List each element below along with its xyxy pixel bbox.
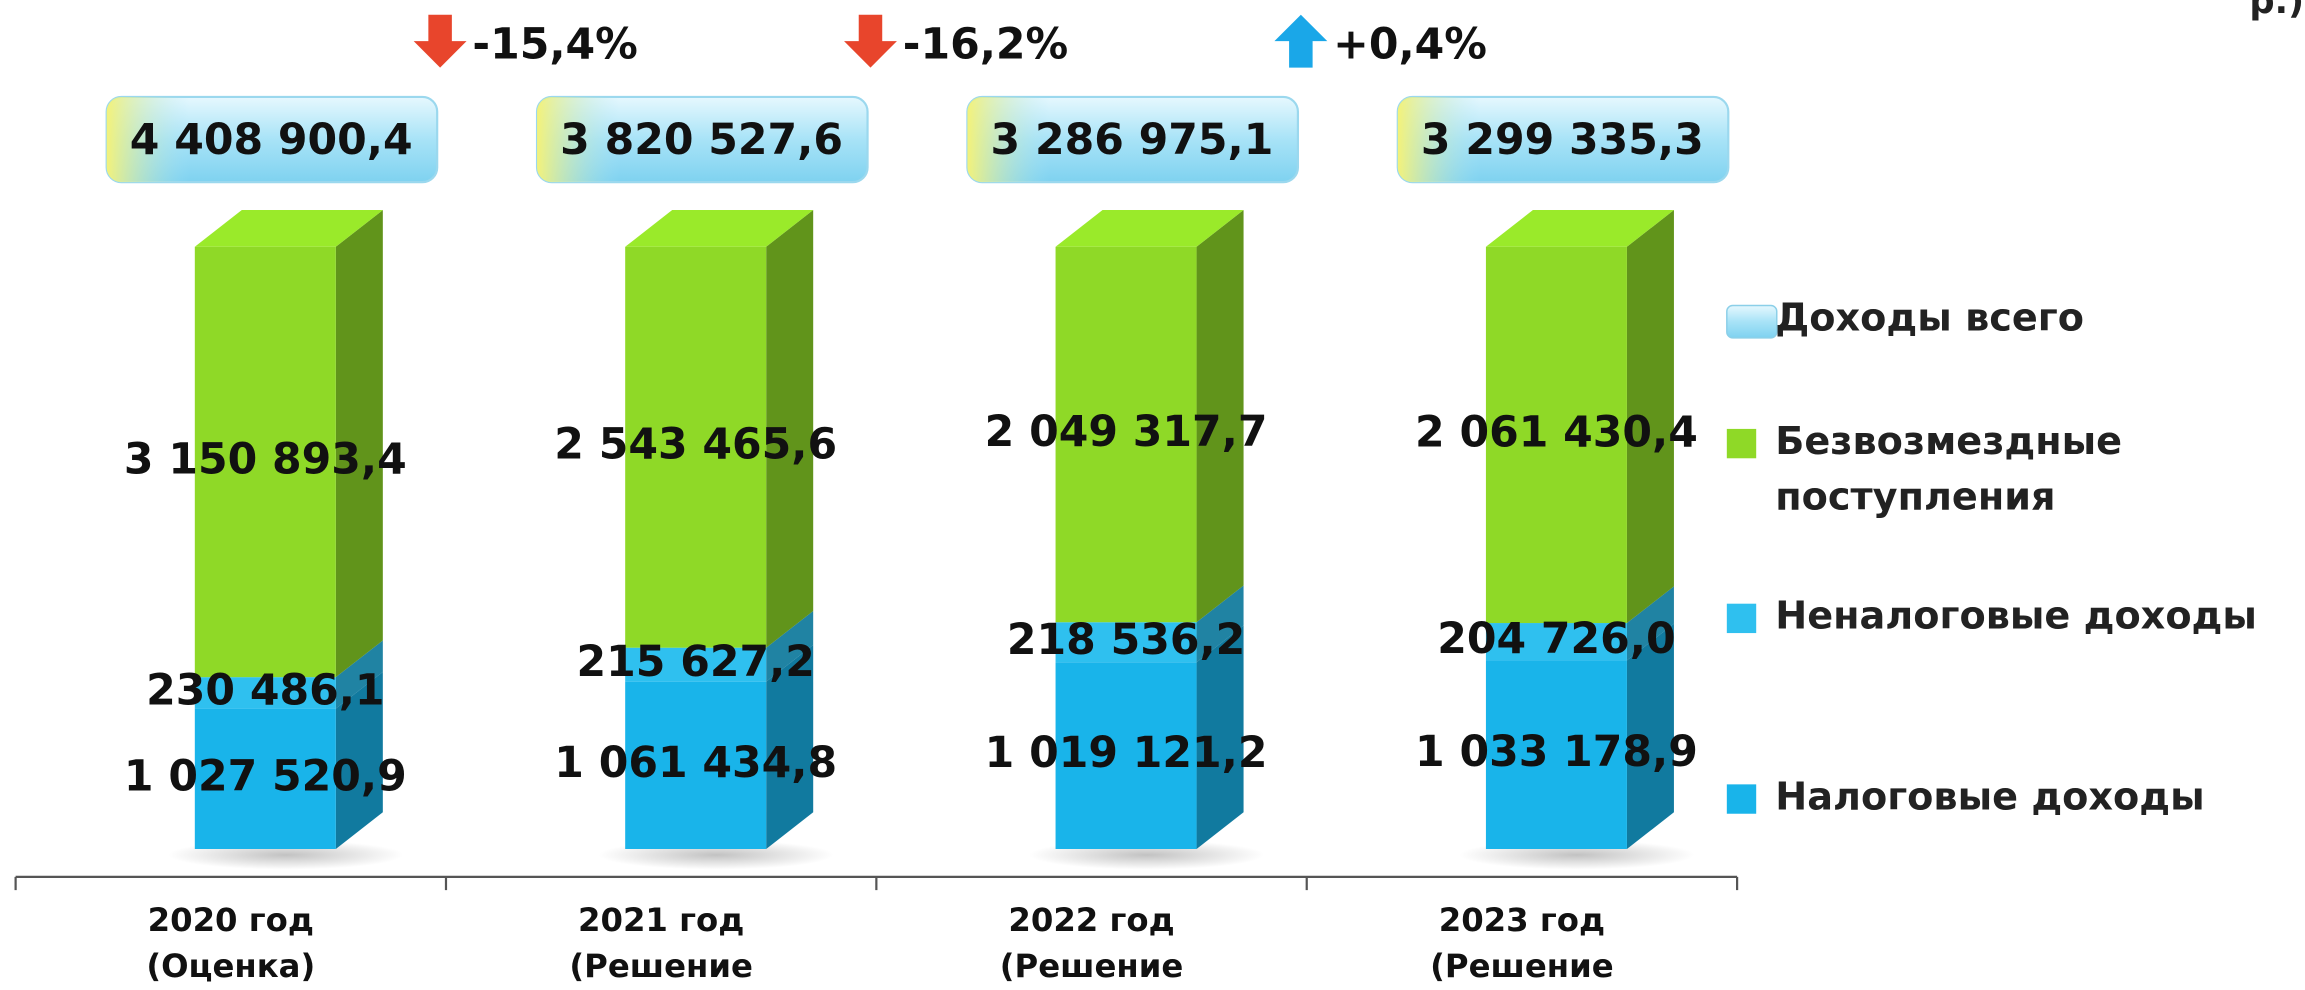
- arrow-down: [844, 14, 897, 68]
- value-label: 1 061 434,8: [554, 738, 837, 788]
- bar: [194, 677, 336, 709]
- bar-top: [1055, 210, 1244, 247]
- bar: [194, 708, 336, 849]
- bar-top: [1485, 210, 1674, 247]
- value-label: 230 486,1: [146, 665, 384, 715]
- x-tick-label: 2022 год (Решение №357): [999, 903, 1184, 986]
- legend-swatch: [1726, 603, 1757, 634]
- total-box-tint: [1397, 96, 1729, 183]
- value-label: 3 150 893,4: [124, 434, 407, 484]
- total-label: 3 286 975,1: [991, 115, 1274, 165]
- change-label: -15,4%: [472, 20, 637, 70]
- total-box-tint: [967, 96, 1298, 183]
- arrow-down: [413, 14, 467, 68]
- change-label: -16,2%: [903, 20, 1068, 70]
- arrow-up: [1274, 14, 1328, 68]
- x-tick-label: 2020 год (Оценка): [146, 903, 316, 986]
- bar-side: [335, 210, 383, 678]
- bar-top: [194, 210, 383, 247]
- bar-side: [766, 610, 814, 682]
- bar: [1485, 623, 1627, 661]
- legend-swatch: [1726, 784, 1757, 814]
- value-label: 2 061 430,4: [1415, 407, 1698, 457]
- legend-label: Налоговые доходы: [1775, 775, 2205, 820]
- value-label: 2 543 465,6: [554, 420, 837, 470]
- value-label: 1 033 178,9: [1415, 727, 1698, 777]
- bar: [625, 681, 767, 849]
- value-label: 215 627,2: [576, 637, 814, 687]
- value-label: 204 726,0: [1437, 614, 1675, 664]
- bar-side: [335, 671, 383, 849]
- x-label-box: 2022 год (Решение №357): [999, 903, 1184, 986]
- bar-side: [335, 640, 383, 709]
- legend-label: Доходы всего: [1775, 296, 2084, 341]
- x-tick-label: 2021 год (Решение №357): [569, 903, 753, 986]
- bar-side: [1196, 210, 1244, 623]
- bar: [1055, 622, 1197, 663]
- bar: [194, 246, 336, 678]
- value-label: 1 019 121,2: [985, 728, 1268, 778]
- unit-note: р.): [2249, 0, 2304, 22]
- bar-side: [1196, 585, 1244, 663]
- bar: [1055, 246, 1197, 623]
- bar-top: [625, 210, 814, 247]
- bar-side: [1196, 625, 1244, 849]
- bar: [1485, 660, 1627, 849]
- bar: [1485, 246, 1627, 624]
- legend-entry: Безвозмездные поступления: [1775, 420, 2123, 520]
- bar-side: [1626, 623, 1674, 849]
- legend-swatch: [1726, 428, 1757, 459]
- bar-side: [766, 644, 814, 849]
- x-tick-label: 2023 год (Решение №357): [1430, 903, 1614, 986]
- bar-side: [766, 210, 814, 648]
- change-label: +0,4%: [1333, 20, 1487, 70]
- total-label: 3 820 527,6: [560, 115, 843, 165]
- bar-side: [1626, 210, 1674, 624]
- total-label: 3 299 335,3: [1421, 115, 1704, 165]
- value-label: 2 049 317,7: [985, 407, 1268, 457]
- total-box-tint: [106, 96, 438, 183]
- bar-side: [1626, 586, 1674, 661]
- bar: [625, 246, 767, 648]
- value-label: 218 536,2: [1007, 615, 1245, 665]
- x-label-box: 2021 год (Решение №357): [569, 903, 753, 986]
- bar: [625, 647, 767, 682]
- total-label: 4 408 900,4: [130, 115, 413, 165]
- legend-label: Безвозмездные поступления: [1775, 420, 2123, 520]
- value-label: 1 027 520,9: [124, 751, 407, 801]
- legend-label: Неналоговые доходы: [1775, 594, 2257, 639]
- x-label-box: 2020 год (Оценка): [146, 903, 316, 986]
- legend-entry: Доходы всего: [1775, 296, 2084, 341]
- total-box-tint: [537, 96, 868, 183]
- bar: [1055, 662, 1197, 849]
- x-label-box: 2023 год (Решение №357): [1430, 903, 1614, 986]
- legend-swatch: [1726, 304, 1778, 339]
- legend-entry: Налоговые доходы: [1775, 775, 2205, 820]
- legend-entry: Неналоговые доходы: [1775, 594, 2257, 639]
